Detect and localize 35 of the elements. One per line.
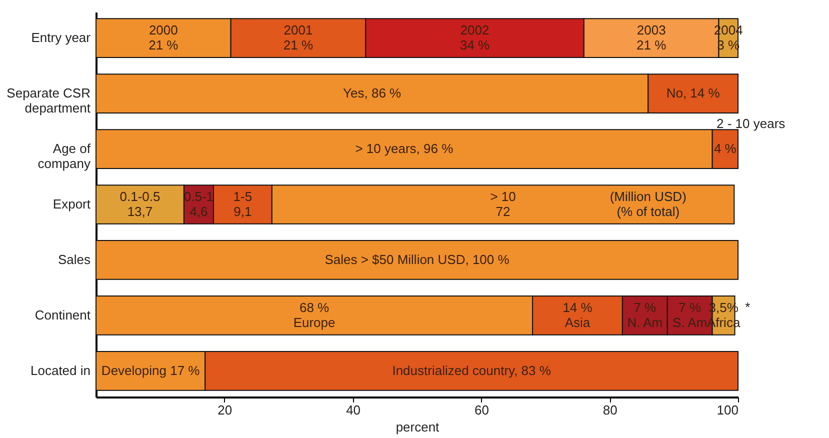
data-label: Industrialized country, 83 % [392,362,552,378]
data-label: 14 % Asia [562,300,593,330]
y-tick-label: Sales [58,252,91,267]
data-label: Yes, 86 % [343,86,402,101]
x-tick-label: 100 [716,402,738,418]
x-tick-label: 60 [474,402,489,418]
text: * [745,299,750,314]
annotation: (Million USD) (% of total) [610,189,686,219]
data-label: Sales > $50 Million USD, 100 % [324,252,510,267]
y-tick-label: Located in [30,362,90,378]
x-axis-title: percent [396,420,440,434]
y-tick-label: Export [52,196,91,212]
y-tick-label: Continent [34,307,91,322]
data-label: Developing 17 % [101,362,200,378]
data-label: No, 14 % [666,86,720,101]
data-label: 7 % S. Am [672,300,708,330]
x-tick-label: 80 [602,402,618,418]
data-label: > 10 72 [490,189,516,219]
y-tick-label: Entry year [31,30,92,46]
x-tick-label: 40 [346,402,361,418]
data-label: 2002 34 % [460,22,490,53]
data-label: 1-5 9,1 [233,189,252,219]
data-label: 2003 21 % [636,22,667,53]
x-tick-label: 20 [218,402,232,418]
data-label: 4 % [714,141,737,156]
annotation: 2 - 10 years [716,116,786,132]
data-label: 0.1-0.5 13,7 [120,189,160,219]
y-tick-label: Separate CSR department [6,86,91,116]
data-label: 2000 21 % [148,22,179,53]
data-label: 7 % N. Am [627,300,663,330]
y-tick-label: Age of company [38,141,91,172]
data-label: 68 % Europe [293,300,336,330]
data-label: 2001 21 % [283,22,314,53]
bar [96,240,738,280]
data-label: > 10 years, 96 % [355,141,454,156]
